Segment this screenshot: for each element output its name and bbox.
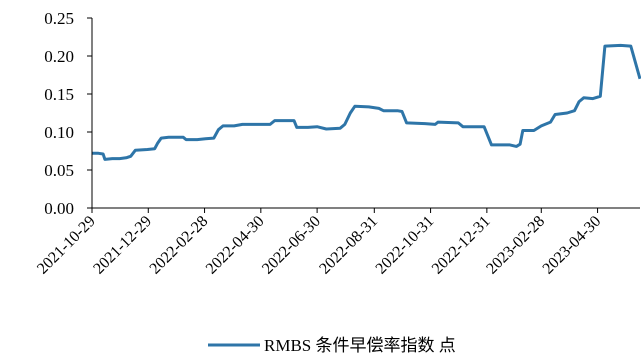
plot-area	[92, 43, 641, 161]
y-tick-label: 0.20	[44, 47, 74, 66]
y-tick-label: 0.05	[44, 161, 74, 180]
x-tick-label: 2023-04-30	[540, 213, 605, 278]
x-tick-label: 2022-12-31	[429, 213, 494, 278]
y-tick-label: 0.25	[44, 9, 74, 28]
x-tick-label: 2021-10-29	[34, 213, 99, 278]
x-tick-label: 2021-12-29	[90, 213, 155, 278]
y-tick-label: 0.15	[44, 85, 74, 104]
series-line-0	[92, 43, 641, 161]
axes	[91, 18, 640, 209]
y-tick-label: 0.00	[44, 199, 74, 218]
x-tick-label: 2022-06-30	[259, 213, 324, 278]
x-tick-label: 2022-02-28	[147, 213, 212, 278]
x-axis-ticks: 2021-10-292021-12-292022-02-282022-04-30…	[34, 208, 604, 278]
legend-label: RMBS 条件早偿率指数 点	[264, 336, 456, 354]
y-axis-ticks: 0.00 0.05 0.10 0.15 0.20 0.25	[44, 9, 92, 218]
x-tick-label: 2022-04-30	[203, 213, 268, 278]
x-tick-label: 2023-02-28	[483, 213, 548, 278]
x-tick-label: 2022-08-31	[316, 213, 381, 278]
y-tick-label: 0.10	[44, 123, 74, 142]
legend: RMBS 条件早偿率指数 点	[208, 336, 456, 354]
x-tick-label: 2022-10-31	[373, 213, 438, 278]
